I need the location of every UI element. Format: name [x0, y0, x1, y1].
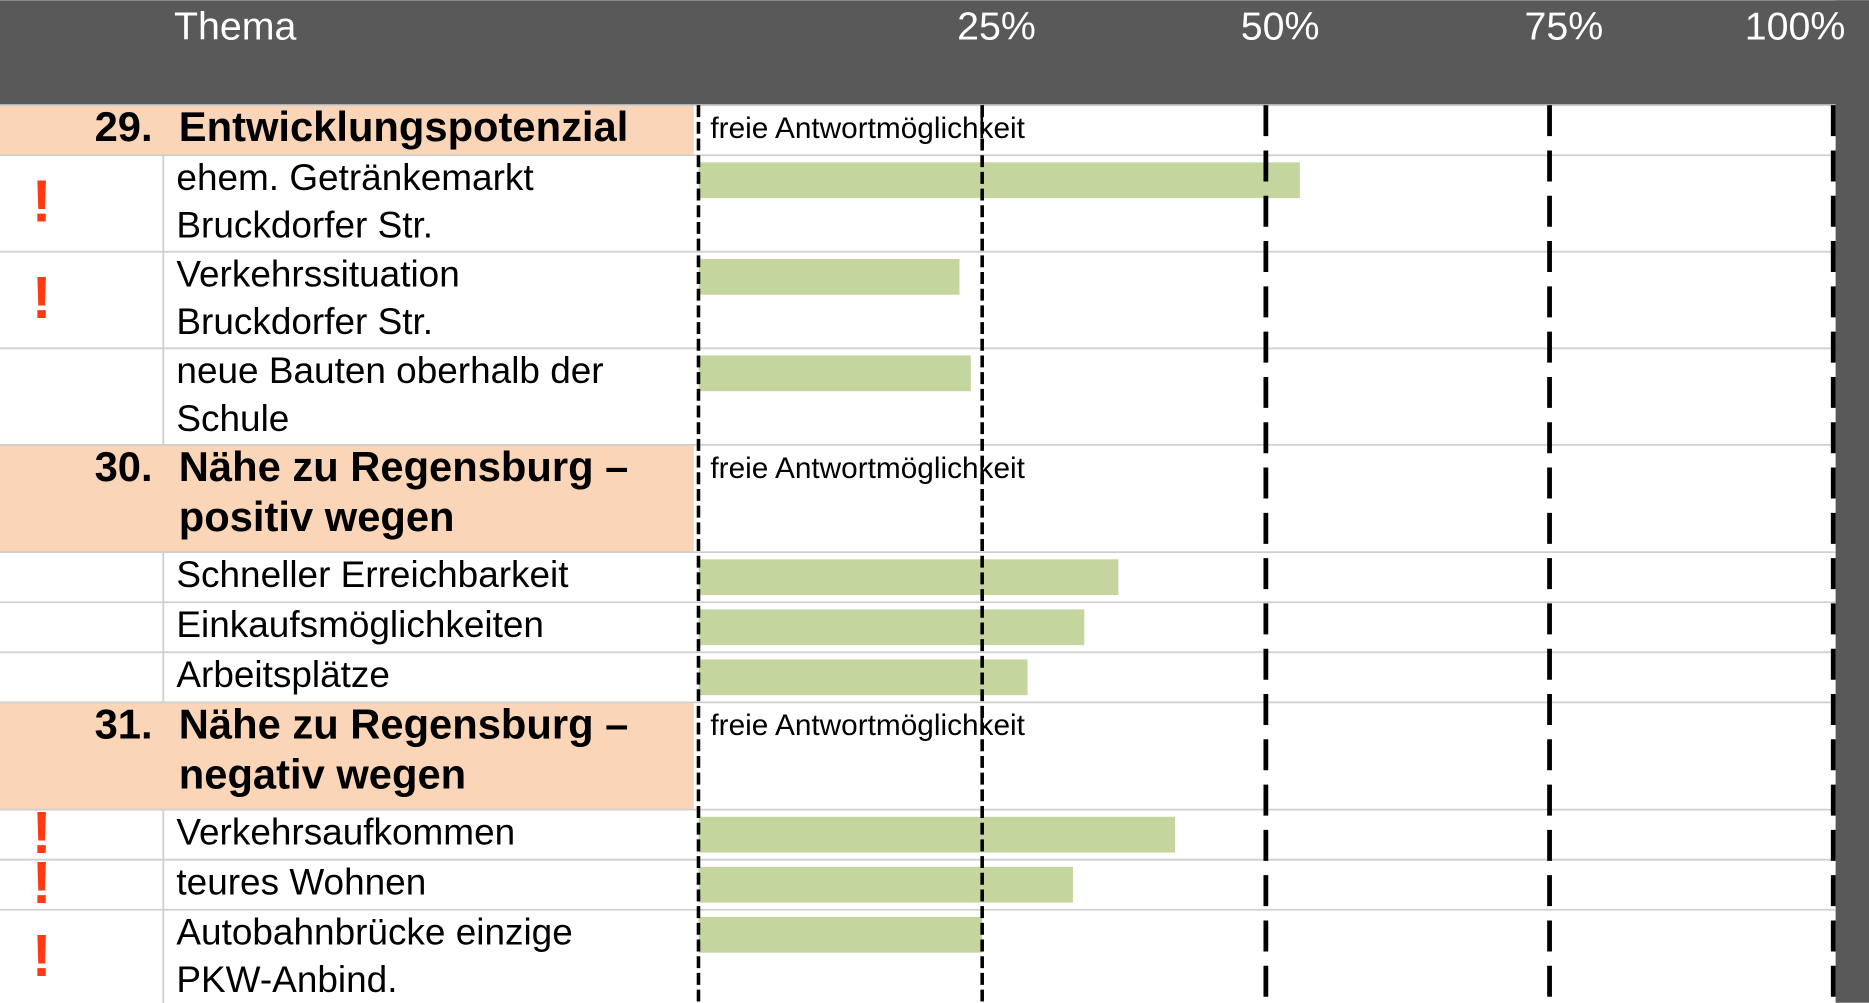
section-title: positiv wegen: [179, 493, 455, 540]
item-label: ehem. Getränkemarkt: [176, 157, 533, 198]
section-title: Nähe zu Regensburg –: [179, 443, 629, 490]
x-tick-label: 25%: [957, 4, 1036, 48]
bar: [698, 866, 1073, 903]
header-title: Thema: [174, 4, 297, 48]
bar: [698, 816, 1176, 853]
item-label: neue Bauten oberhalb der: [176, 350, 603, 391]
flag: !: [32, 799, 52, 866]
note: freie Antwortmöglichkeit: [710, 452, 1025, 485]
item-label: Verkehrssituation: [176, 254, 459, 295]
item-label: Schule: [176, 398, 289, 439]
flag: !: [32, 264, 52, 331]
item-label: Arbeitsplätze: [176, 654, 390, 695]
x-tick-label: 75%: [1524, 4, 1603, 48]
section-number: 31.: [95, 700, 153, 747]
bar: [698, 609, 1085, 646]
bar: [698, 258, 960, 295]
section-number: 29.: [95, 103, 153, 150]
note: freie Antwortmöglichkeit: [710, 112, 1025, 145]
section-title: Entwicklungspotenzial: [179, 103, 629, 150]
item-label: Bruckdorfer Str.: [176, 301, 433, 342]
bar: [698, 162, 1300, 199]
item-label: PKW-Anbind.: [176, 959, 397, 1000]
bar: [698, 355, 971, 392]
item-label: Einkaufsmöglichkeiten: [176, 604, 544, 645]
item-label: Bruckdorfer Str.: [176, 205, 433, 246]
section-title: negativ wegen: [179, 750, 466, 797]
section-row: [0, 702, 694, 810]
bar: [698, 659, 1028, 696]
x-tick-label: 50%: [1241, 4, 1320, 48]
bar: [698, 916, 983, 953]
section-title: Nähe zu Regensburg –: [179, 700, 629, 747]
header-bar: [0, 0, 1869, 106]
item-label: Schneller Erreichbarkeit: [176, 554, 568, 595]
item-label: Verkehrsaufkommen: [176, 811, 515, 852]
x-tick-label: 100%: [1745, 4, 1846, 48]
section-row: [0, 444, 694, 553]
note: freie Antwortmöglichkeit: [710, 709, 1025, 742]
flag: !: [32, 922, 52, 989]
item-label: teures Wohnen: [176, 861, 426, 902]
section-number: 30.: [95, 443, 153, 490]
flag: !: [32, 849, 52, 916]
flag: !: [32, 168, 52, 235]
right-strip: [1835, 0, 1869, 1003]
bar: [698, 559, 1119, 596]
item-label: Autobahnbrücke einzige: [176, 912, 572, 953]
section-row: [0, 105, 694, 156]
